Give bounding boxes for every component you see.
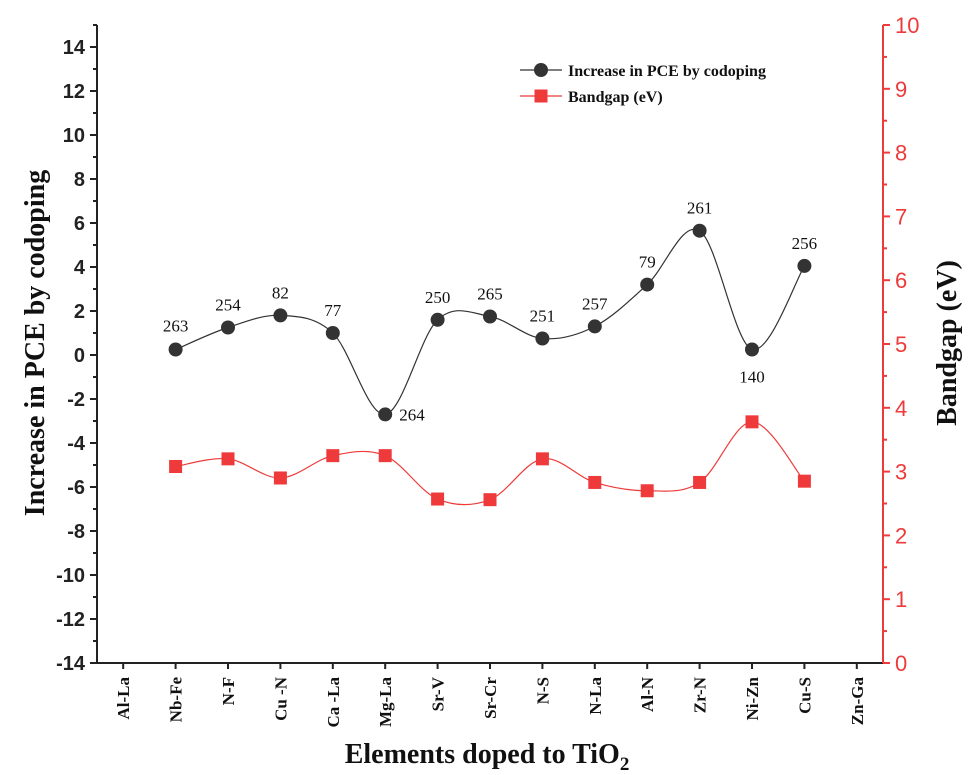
x-category-label: Al-N [638,676,657,712]
bandgap-series-line [175,421,805,506]
y-right-tick-label: 3 [895,460,907,485]
x-category-label: Mg-La [376,677,395,728]
pce-point-label: 77 [324,301,342,320]
legend-circle-marker [534,63,548,77]
pce-point [325,326,340,340]
y-right-tick-label: 4 [895,396,907,421]
x-category-label: Ca -La [324,677,343,728]
x-axis-title-subscript: 2 [620,754,630,775]
y-left-tick-label: -8 [67,521,85,543]
y-right-tick-label: 7 [895,204,907,229]
pce-point-label: 140 [739,368,765,387]
bandgap-point [797,474,811,488]
y-axis-left-title: Increase in PCE by codoping [20,170,51,516]
bandgap-point [693,475,707,489]
x-category-label: Nb-Fe [167,677,186,723]
bandgap-point [378,449,392,463]
series-lines [175,228,805,506]
pce-point [168,342,183,357]
bandgap-point [273,471,287,485]
pce-point-label: 264 [399,405,425,424]
point-labels: 263 254 82 77 264 250 265 251 257 79 261 140 256 [163,199,817,425]
y-right-tick-label: 8 [895,141,907,166]
pce-point-label: 82 [272,283,289,302]
x-category-label: Al-La [114,677,133,720]
legend-label-bandgap: Bandgap (eV) [568,89,663,106]
y-left-tick-label: -10 [56,565,85,587]
x-category-label: N-La [586,677,605,715]
y-right-tick-label: 6 [895,268,907,293]
bandgap-point [640,484,654,498]
pce-point-label: 79 [639,253,656,272]
pce-point [797,258,812,273]
y-left-tick-label: -14 [56,653,86,675]
y-left-tick-label: 10 [63,125,85,147]
bandgap-point [745,415,759,429]
pce-point [273,308,288,323]
x-axis-title: Elements doped to TiO2 [345,739,630,775]
y-right-tick-label: 5 [895,332,907,357]
pce-point-label: 263 [163,317,189,336]
x-category-label: Cu -N [271,676,290,721]
bandgap-point [221,452,235,466]
legend-square-marker [534,89,548,103]
y-left-tick-label: -4 [67,433,86,455]
y-left-tick-label: 14 [63,37,86,59]
y-axis-right-title: Bandgap (eV) [932,260,963,426]
x-category-label: Zn-Ga [848,677,867,726]
legend: Increase in PCE by codoping Bandgap (eV) [520,63,766,106]
y-right-tick-label: 1 [895,587,907,612]
pce-point-label: 257 [582,294,608,313]
x-category-label: Ni-Zn [743,676,762,720]
pce-point-label: 265 [477,285,503,304]
series-markers [168,223,812,507]
y-right-tick-label: 10 [895,13,919,38]
y-right-tick-label: 0 [895,651,907,676]
bandgap-point [326,449,340,463]
x-category-label: Sr-V [429,676,448,711]
x-category-label: Zr-N [691,676,710,713]
pce-point-label: 251 [530,307,556,326]
pce-point [535,331,550,346]
pce-point-label: 254 [215,296,241,315]
y-left-tick-label: -6 [67,477,85,499]
pce-point-label: 256 [792,234,818,253]
x-category-label: N-F [219,677,238,705]
y-left-tick-label: 8 [74,169,85,191]
pce-point-label: 250 [425,288,451,307]
pce-point [640,277,655,292]
y-left-tick-label: 4 [74,257,86,279]
x-axis-title-main: Elements doped to TiO [345,739,620,770]
y-left-tick-label: 0 [74,345,85,367]
y-left-tick-label: 2 [74,301,85,323]
y-left-tick-label: 6 [74,213,85,235]
bandgap-point [431,492,445,506]
bandgap-point [483,493,497,507]
bandgap-point [169,459,183,473]
pce-point [483,309,497,324]
legend-label-pce: Increase in PCE by codoping [568,63,766,80]
x-category-label: Sr-Cr [481,677,500,719]
pce-point [745,342,759,357]
pce-point-label: 261 [687,199,713,218]
y-right-tick-label: 9 [895,77,907,102]
pce-point [430,312,445,327]
pce-point [587,319,602,334]
y-right-tick-label: 2 [895,523,907,548]
bandgap-point [588,475,602,489]
bandgap-point [535,452,549,466]
x-category-label: Cu-S [795,677,814,714]
y-left-tick-label: 12 [63,81,85,103]
x-category-label: N-S [533,677,552,704]
pce-point [692,223,707,238]
pce-point [221,320,235,335]
axes: -14-12-10-8-6-4-202468101214012345678910… [56,13,919,728]
pce-point [378,407,393,422]
y-left-tick-label: -12 [56,609,85,631]
y-left-tick-label: -2 [67,389,85,411]
